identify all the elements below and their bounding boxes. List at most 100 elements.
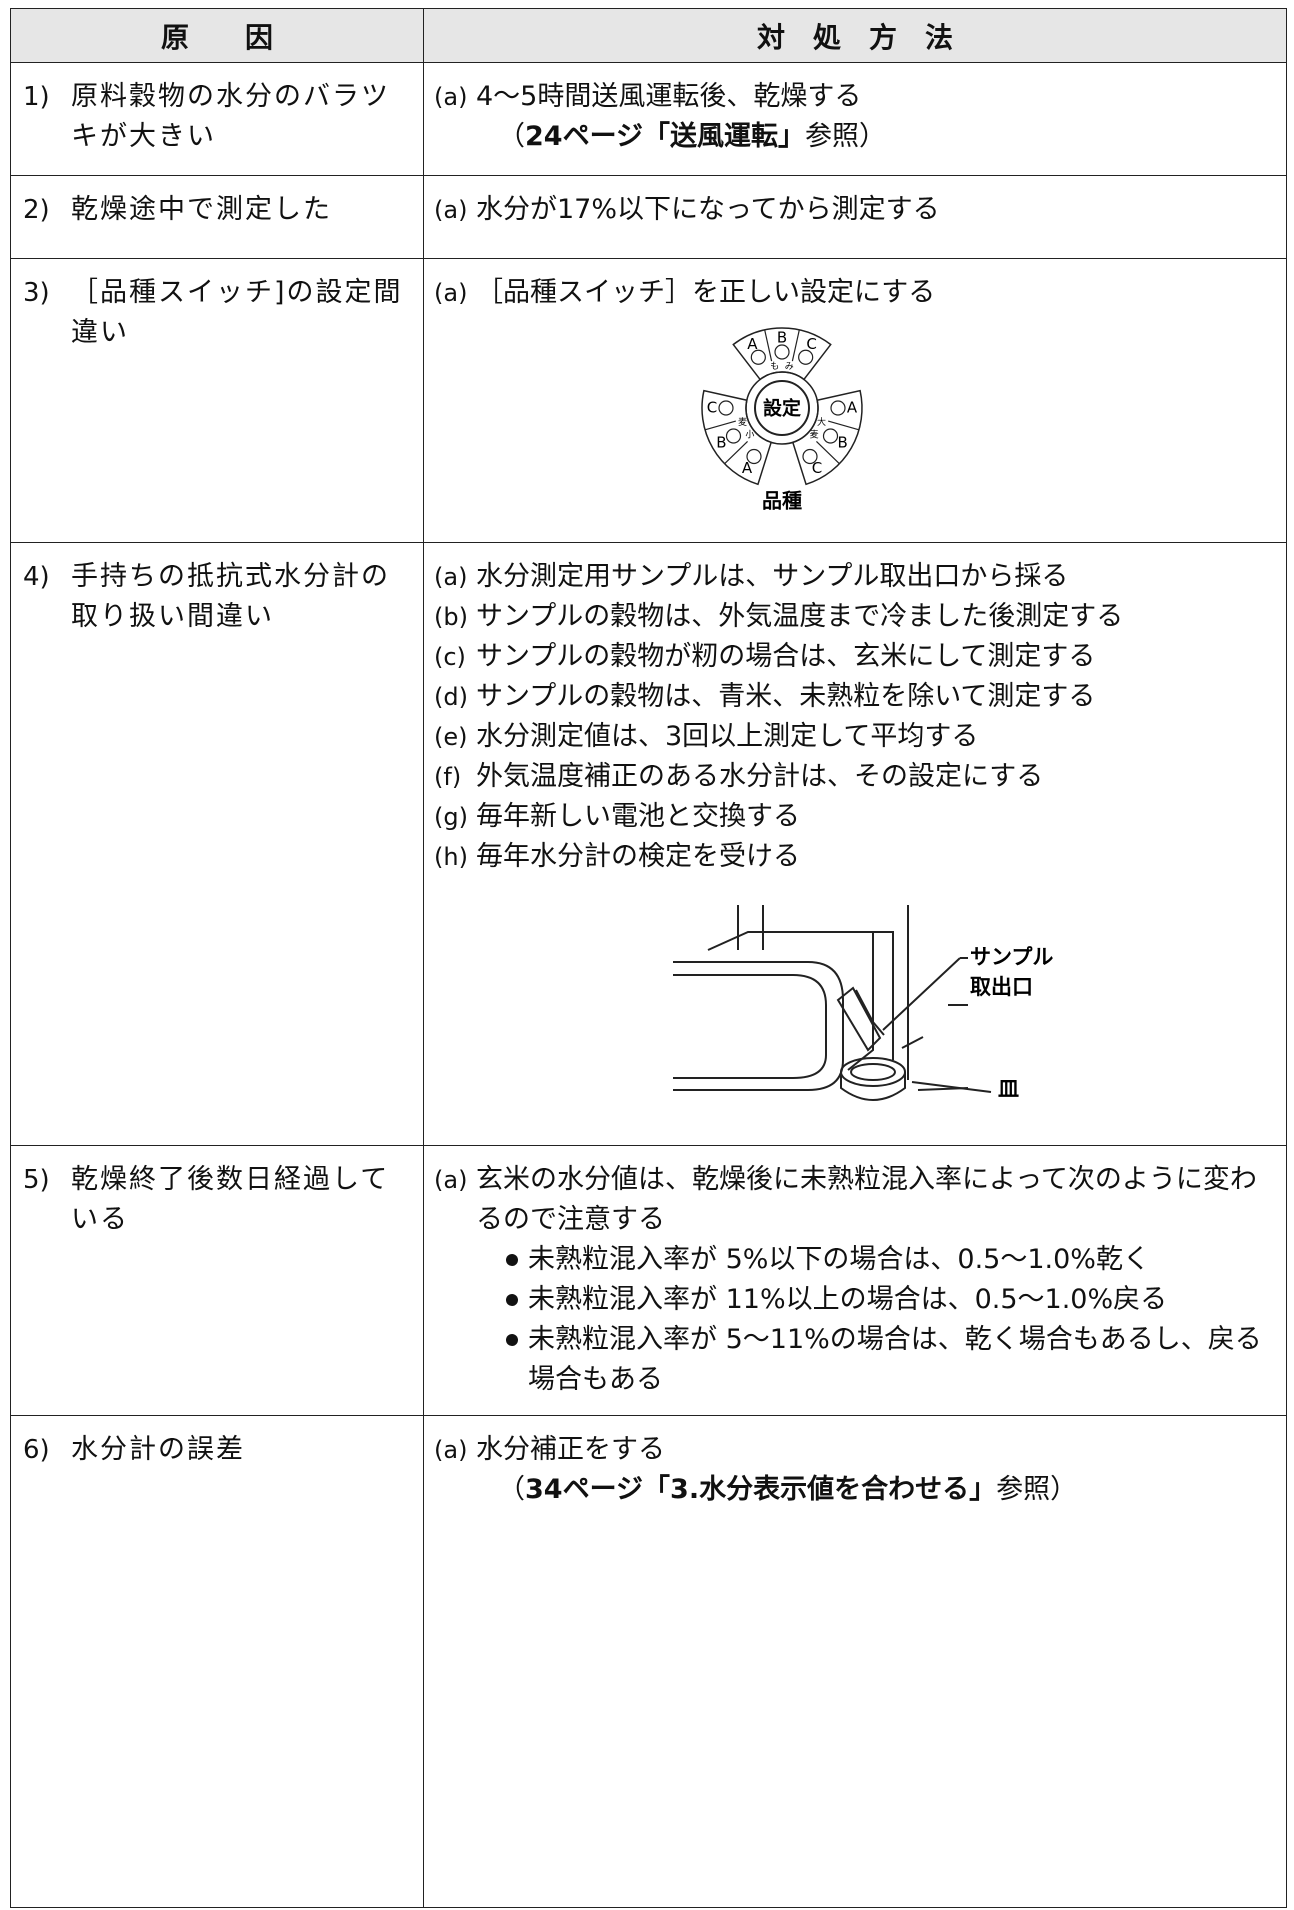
remedy-label: (b)	[434, 603, 468, 631]
cause-cell: 2) 乾燥途中で測定した	[11, 176, 424, 258]
bullet-text: 未熟粒混入率が 5%以下の場合は、0.5～1.0%乾く	[528, 1244, 1150, 1275]
dish-inner	[850, 1063, 896, 1081]
bullet-item: 未熟粒混入率が 5%以下の場合は、0.5～1.0%乾く	[434, 1240, 1278, 1280]
dish-body	[840, 1072, 906, 1101]
cause-cell: 4) 手持ちの抵抗式水分計の取り扱い間違い	[11, 543, 424, 1145]
row-number: 3)	[23, 278, 50, 308]
remedy-text: サンプルの穀物は、青米、未熟粒を除いて測定する	[476, 681, 1096, 712]
remedy-item: (a) 水分測定用サンプルは、サンプル取出口から採る	[434, 557, 1278, 597]
remedy-item: (a) ［品種スイッチ］を正しい設定にする	[434, 273, 1278, 313]
remedy-text: 毎年新しい電池と交換する	[476, 801, 800, 832]
remedy-item: (d) サンプルの穀物は、青米、未熟粒を除いて測定する	[434, 677, 1278, 717]
remedy-list: (a) 玄米の水分値は、乾燥後に未熟粒混入率によって次のように変わるので注意する未…	[434, 1160, 1278, 1400]
remedy-item: (c) サンプルの穀物が籾の場合は、玄米にして測定する	[434, 637, 1278, 677]
remedy-text: サンプルの穀物が籾の場合は、玄米にして測定する	[476, 641, 1096, 672]
hopper-inner	[673, 974, 827, 1079]
dial-divider	[816, 441, 840, 465]
remedy-cell: (a) 水分補正をする （34ページ「3.水分表示値を合わせる」参照）	[424, 1416, 1286, 1907]
cause-cell: 3) ［品種スイッチ]の設定間違い	[11, 259, 424, 542]
remedy-list: (a) 水分が17%以下になってから測定する	[434, 190, 1278, 230]
dial-knob	[754, 380, 810, 436]
remedy-item: (h) 毎年水分計の検定を受ける	[434, 837, 1278, 877]
remedy-text: 外気温度補正のある水分計は、その設定にする	[476, 761, 1044, 792]
dial-center-label: 設定	[763, 397, 801, 420]
dial-position	[750, 349, 766, 365]
dial-divider	[764, 329, 773, 362]
remedy-label: (a)	[434, 1166, 468, 1194]
remedy-text: 毎年水分計の検定を受ける	[476, 841, 800, 872]
dial-divider	[791, 329, 800, 362]
dial-position	[798, 349, 814, 365]
remedy-item: (a) 玄米の水分値は、乾燥後に未熟粒混入率によって次のように変わるので注意する	[434, 1160, 1278, 1240]
bullet-item: 未熟粒混入率が 5～11%の場合は、乾く場合もあるし、戻る場合もある	[434, 1320, 1278, 1400]
dial-letter: B	[716, 434, 726, 452]
dial-position	[830, 400, 846, 416]
bullet-dot	[506, 1334, 518, 1346]
remedy-label: (a)	[434, 1436, 468, 1464]
row-number: 6)	[23, 1435, 50, 1465]
remedy-text: ［品種スイッチ］を正しい設定にする	[476, 277, 936, 308]
cause-text: 水分計の誤差	[71, 1434, 245, 1465]
outlet-chute	[836, 986, 882, 1052]
dial-letter: A	[742, 459, 753, 477]
remedy-label: (a)	[434, 196, 468, 224]
bullet-text: 未熟粒混入率が 5～11%の場合は、乾く場合もあるし、戻る場合もある	[528, 1324, 1262, 1395]
bullet-dot	[506, 1294, 518, 1306]
cause-text: 手持ちの抵抗式水分計の取り扱い間違い	[71, 561, 390, 632]
remedy-item: (a) 4～5時間送風運転後、乾燥する	[434, 77, 1278, 117]
row-number: 2)	[23, 195, 50, 225]
dial-letter: A	[747, 335, 758, 353]
cause-text: ［品種スイッチ]の設定間違い	[71, 277, 403, 348]
table-row: 5) 乾燥終了後数日経過している (a) 玄米の水分値は、乾燥後に未熟粒混入率によって…	[10, 1145, 1287, 1415]
dial-caption: 品種	[762, 489, 802, 513]
remedy-cell: (a) 4～5時間送風運転後、乾燥する （24ページ「送風運転」参照）	[424, 63, 1286, 175]
dial-mark: 小	[745, 429, 754, 440]
remedy-cell: (a) 水分測定用サンプルは、サンプル取出口から採る (b) サンプルの穀物は、外気温…	[424, 543, 1286, 1145]
outlet-label: サンプル	[970, 945, 1053, 969]
remedy-label: (a)	[434, 563, 468, 591]
dial-mark: み	[785, 361, 794, 372]
cause-text: 乾燥途中で測定した	[71, 194, 332, 225]
reference-close: 参照）	[805, 121, 887, 152]
remedy-item: (a) 水分が17%以下になってから測定する	[434, 190, 1278, 230]
reference: （34ページ「3.水分表示値を合わせる」参照）	[434, 1470, 1278, 1510]
remedy-item: (f) 外気温度補正のある水分計は、その設定にする	[434, 757, 1278, 797]
cause-text: 原料穀物の水分のバラツキが大きい	[71, 81, 390, 152]
leader-outlet	[882, 957, 968, 1031]
remedy-text: 水分補正をする	[476, 1434, 665, 1465]
dial-position	[802, 448, 818, 465]
hopper-front	[673, 961, 844, 1091]
dial-letter: C	[707, 399, 717, 417]
dial-position	[718, 400, 734, 416]
remedy-text: 4～5時間送風運転後、乾燥する	[476, 81, 862, 112]
table-row: 4) 手持ちの抵抗式水分計の取り扱い間違い (a) 水分測定用サンプルは、サンプル取出…	[10, 542, 1287, 1145]
remedy-label: (d)	[434, 683, 468, 711]
cause-text: 乾燥終了後数日経過している	[71, 1164, 390, 1235]
header-remedy: 対 処 方 法	[756, 20, 953, 54]
frame-line	[737, 905, 909, 1080]
remedy-item: (a) 水分補正をする	[434, 1430, 1278, 1470]
remedy-cell: (a) 水分が17%以下になってから測定する	[424, 176, 1286, 258]
dish-label: 皿	[998, 1077, 1019, 1101]
remedy-cell: (a) 玄米の水分値は、乾燥後に未熟粒混入率によって次のように変わるので注意する未…	[424, 1146, 1286, 1415]
dial-mark: 麦	[810, 428, 819, 440]
row-number: 1)	[23, 82, 50, 112]
cause-cell: 5) 乾燥終了後数日経過している	[11, 1146, 424, 1415]
remedy-item: (e) 水分測定値は、3回以上測定して平均する	[434, 717, 1278, 757]
remedy-cell: (a) ［品種スイッチ］を正しい設定にする	[424, 259, 1286, 542]
remedy-text: 水分測定値は、3回以上測定して平均する	[476, 721, 979, 752]
cause-cell: 6) 水分計の誤差	[11, 1416, 424, 1907]
bullet-text: 未熟粒混入率が 11%以上の場合は、0.5～1.0%戻る	[528, 1284, 1168, 1315]
remedy-text: 玄米の水分値は、乾燥後に未熟粒混入率によって次のように変わるので注意する	[476, 1164, 1257, 1235]
dial-letter: C	[812, 459, 822, 477]
edge-line	[901, 1004, 969, 1091]
remedy-label: (c)	[434, 643, 466, 671]
remedy-label: (a)	[434, 83, 468, 111]
box-side	[873, 931, 894, 1060]
dial-position	[774, 344, 790, 360]
reference-close: 参照）	[996, 1474, 1078, 1505]
reference-page: 24ページ「送風運転」	[525, 121, 806, 152]
dial-position	[725, 428, 742, 444]
remedy-item: (g) 毎年新しい電池と交換する	[434, 797, 1278, 837]
reference: （24ページ「送風運転」参照）	[434, 117, 1278, 157]
